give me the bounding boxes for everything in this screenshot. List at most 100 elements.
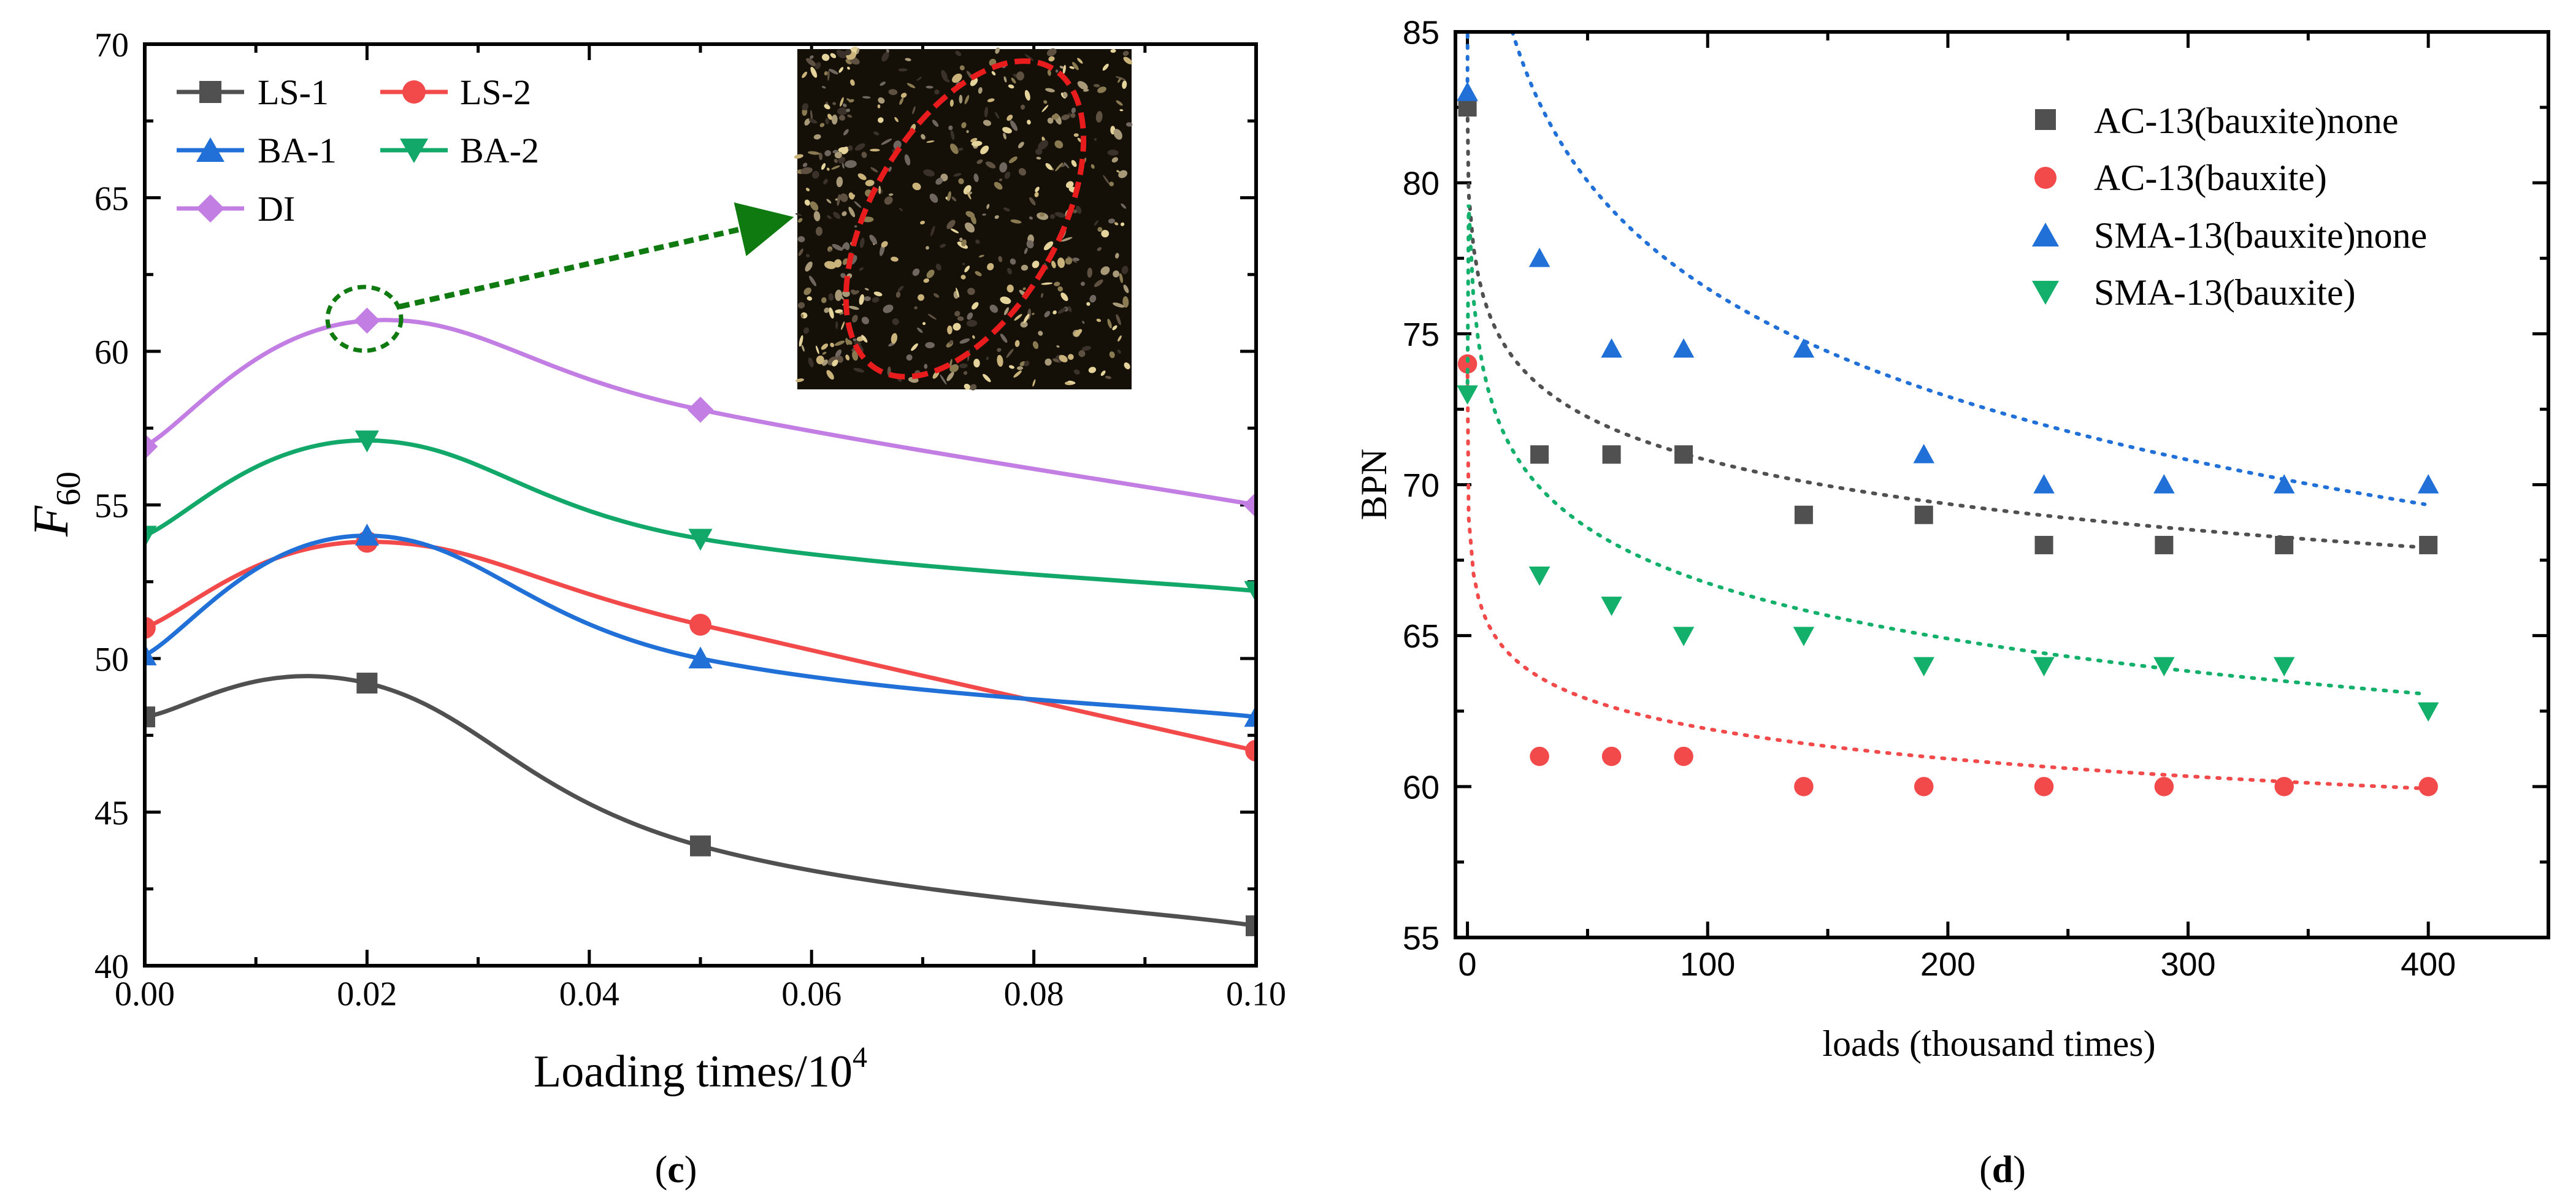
- inset-aggregate-speck: [878, 117, 884, 123]
- inset-aggregate-speck: [923, 278, 929, 283]
- inset-aggregate-speck: [813, 134, 821, 140]
- inset-aggregate-speck: [846, 98, 853, 102]
- inset-aggregate-speck: [835, 321, 838, 329]
- inset-aggregate-speck: [997, 354, 1003, 367]
- inset-aggregate-speck: [956, 288, 960, 298]
- inset-aggregate-speck: [1016, 366, 1023, 370]
- inset-aggregate-speck: [881, 241, 888, 248]
- data-point-sma-13-bauxite-none: [2153, 474, 2175, 494]
- inset-aggregate-speck: [911, 343, 918, 351]
- inset-aggregate-speck: [856, 48, 860, 55]
- y-tick-label: 50: [94, 641, 129, 679]
- inset-aggregate-speck: [1078, 350, 1086, 357]
- legend-entry-sma-13-bauxite-none: SMA-13(bauxite)none: [2032, 215, 2427, 256]
- inset-aggregate-speck: [834, 159, 838, 163]
- inset-aggregate-speck: [1124, 362, 1130, 370]
- inset-aggregate-speck: [821, 86, 826, 89]
- inset-aggregate-speck: [1043, 100, 1048, 104]
- y-tick-label: 65: [1403, 618, 1439, 655]
- data-point-ls-2: [145, 617, 156, 639]
- fit-curve-sma-13-bauxite-none: [1465, 32, 2427, 506]
- fit-curve-sma-13-bauxite-: [1465, 204, 2427, 696]
- inset-aggregate-speck: [967, 191, 972, 200]
- inset-aggregate-speck: [897, 286, 904, 292]
- data-point-ac-13-bauxite-: [2154, 777, 2174, 796]
- inset-aggregate-speck: [819, 123, 825, 128]
- inset-aggregate-speck: [837, 194, 841, 206]
- inset-aggregate-speck: [1109, 351, 1115, 358]
- inset-aggregate-speck: [827, 70, 830, 81]
- inset-aggregate-speck: [894, 116, 899, 123]
- inset-aggregate-speck: [1060, 292, 1068, 302]
- inset-aggregate-speck: [1065, 181, 1074, 188]
- inset-aggregate-speck: [1003, 76, 1007, 83]
- data-point-sma-13-bauxite-none: [1793, 338, 1815, 358]
- y-tick-label: 55: [1403, 920, 1439, 957]
- legend-entry-ba-1: BA-1: [177, 131, 337, 170]
- inset-aggregate-speck: [986, 356, 989, 361]
- inset-aggregate-speck: [975, 271, 982, 277]
- inset-aggregate-speck: [1111, 157, 1118, 163]
- data-point-sma-13-bauxite-: [1673, 627, 1695, 646]
- inset-aggregate-speck: [987, 263, 994, 270]
- inset-aggregate-speck: [810, 110, 813, 121]
- inset-aggregate-speck: [1055, 162, 1063, 172]
- inset-aggregate-speck: [946, 372, 954, 381]
- inset-aggregate-speck: [1077, 137, 1082, 143]
- inset-aggregate-speck: [829, 249, 832, 252]
- data-point-ls-1: [1246, 915, 1256, 936]
- inset-aggregate-speck: [1054, 212, 1066, 218]
- inset-aggregate-speck: [999, 162, 1008, 173]
- panel-d-y-axis-title: BPN: [1354, 449, 1394, 521]
- inset-aggregate-speck: [1014, 340, 1020, 347]
- inset-aggregate-speck: [1056, 345, 1060, 348]
- inset-aggregate-speck: [1041, 282, 1053, 285]
- panel-label-d: (d): [1979, 1149, 2026, 1191]
- inset-aggregate-speck: [802, 103, 809, 111]
- inset-aggregate-speck: [1059, 66, 1064, 69]
- inset-aggregate-speck: [960, 275, 966, 280]
- inset-aggregate-speck: [978, 254, 984, 258]
- inset-aggregate-speck: [983, 120, 992, 126]
- panel-c-plot-frame: [143, 42, 1258, 968]
- inset-aggregate-speck: [801, 345, 805, 352]
- inset-aggregate-speck: [999, 178, 1003, 181]
- inset-aggregate-speck: [1094, 279, 1103, 288]
- inset-aggregate-speck: [1044, 311, 1051, 318]
- inset-aggregate-speck: [1112, 325, 1117, 330]
- inset-aggregate-speck: [805, 254, 810, 258]
- inset-aggregate-speck: [1038, 330, 1043, 336]
- inset-aggregate-speck: [1116, 100, 1123, 106]
- inset-aggregate-speck: [881, 52, 889, 62]
- data-point-sma-13-bauxite-: [1528, 566, 1551, 586]
- inset-aggregate-speck: [1008, 156, 1018, 164]
- inset-aggregate-speck: [964, 265, 970, 273]
- inset-aggregate-speck: [918, 294, 924, 301]
- inset-aggregate-speck: [1051, 261, 1056, 269]
- legend-entry-ls-2: LS-2: [380, 72, 531, 112]
- inset-aggregate-speck: [947, 191, 951, 202]
- panel-d-x-axis-title: loads (thousand times): [1822, 1023, 2155, 1064]
- data-point-sma-13-bauxite-none: [1913, 444, 1934, 464]
- inset-aggregate-speck: [1045, 88, 1055, 93]
- inset-aggregate-speck: [800, 167, 813, 174]
- inset-aggregate-speck: [804, 118, 811, 126]
- inset-aggregate-speck: [1123, 56, 1133, 64]
- x-tick-label: 100: [1680, 946, 1735, 983]
- inset-aggregate-speck: [1117, 78, 1121, 83]
- inset-aggregate-speck: [835, 349, 842, 357]
- inset-aggregate-speck: [1119, 109, 1124, 112]
- inset-aggregate-speck: [841, 242, 848, 250]
- inset-aggregate-speck: [799, 335, 803, 347]
- inset-aggregate-speck: [1024, 90, 1030, 101]
- inset-aggregate-speck: [1016, 71, 1024, 81]
- inset-aggregate-speck: [888, 89, 898, 96]
- inset-aggregate-speck: [1105, 375, 1112, 380]
- inset-aggregate-speck: [829, 69, 838, 75]
- panel-d-legend: AC-13(bauxite)none AC-13(bauxite) SMA-13…: [2032, 101, 2427, 313]
- inset-aggregate-speck: [1010, 120, 1018, 131]
- inset-aggregate-speck: [953, 173, 962, 177]
- inset-aggregate-speck: [950, 143, 959, 155]
- inset-aggregate-speck: [869, 234, 878, 245]
- inset-aggregate-speck: [836, 355, 844, 363]
